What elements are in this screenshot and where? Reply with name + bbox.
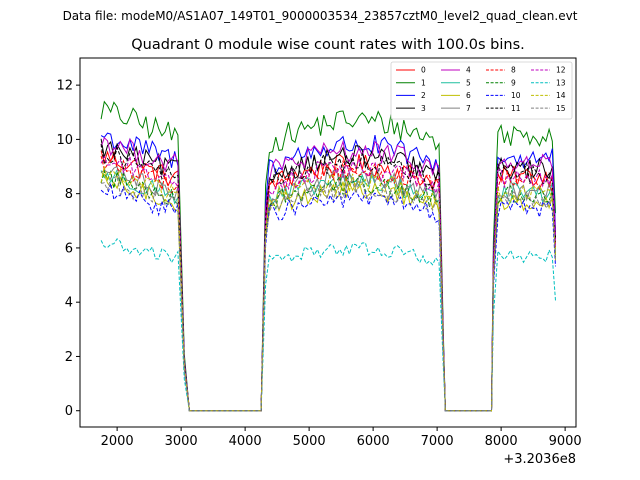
series-line-10 xyxy=(100,183,556,412)
legend-label-3: 3 xyxy=(421,104,426,113)
plot-area: 2000 3000 4000 5000 6000 7000 8000 900002468101… xyxy=(56,57,582,467)
legend-label-5: 5 xyxy=(466,78,471,87)
y-tick-label: 6 xyxy=(65,241,73,256)
series-line-4 xyxy=(100,136,556,412)
x-tick-label: 6000 xyxy=(357,434,390,449)
legend-label-4: 4 xyxy=(466,66,471,75)
y-tick-label: 2 xyxy=(65,350,73,365)
x-tick-label: 3000 xyxy=(165,434,198,449)
legend-label-6: 6 xyxy=(466,91,471,100)
x-tick-label: 7000 xyxy=(421,434,454,449)
legend-label-14: 14 xyxy=(556,91,566,100)
x-offset-label: +3.2036e8 xyxy=(503,452,576,467)
x-tick-label: 5000 xyxy=(293,434,326,449)
legend-label-0: 0 xyxy=(421,66,426,75)
series-line-1 xyxy=(100,100,556,412)
legend-label-1: 1 xyxy=(421,78,426,87)
legend-label-7: 7 xyxy=(466,104,471,113)
series-line-14 xyxy=(100,166,556,412)
y-tick-label: 0 xyxy=(65,404,73,419)
legend-label-10: 10 xyxy=(511,91,521,100)
legend-label-11: 11 xyxy=(511,104,521,113)
y-tick-label: 4 xyxy=(65,296,73,311)
series-line-3 xyxy=(100,138,556,412)
chart-suptitle: Data file: modeM0/AS1A07_149T01_90000035… xyxy=(63,9,578,23)
series-group xyxy=(100,100,556,412)
x-tick-label: 2000 xyxy=(101,434,134,449)
x-tick-label: 8000 xyxy=(485,434,518,449)
legend-label-15: 15 xyxy=(556,104,566,113)
legend-box xyxy=(390,61,573,120)
series-line-9 xyxy=(100,169,556,412)
y-tick-label: 12 xyxy=(56,79,73,94)
axes-frame xyxy=(79,57,577,428)
x-tick-label: 4000 xyxy=(229,434,262,449)
series-line-13 xyxy=(100,238,556,412)
series-line-6 xyxy=(100,171,556,412)
legend-label-9: 9 xyxy=(511,78,516,87)
legend-label-2: 2 xyxy=(421,91,426,100)
legend-label-8: 8 xyxy=(511,66,516,75)
chart-title: Quadrant 0 module wise count rates with … xyxy=(131,37,525,53)
series-line-15 xyxy=(101,175,556,412)
legend-label-13: 13 xyxy=(556,78,566,87)
series-line-5 xyxy=(100,169,556,412)
y-tick-label: 10 xyxy=(56,133,73,148)
legend-label-12: 12 xyxy=(556,66,566,75)
y-tick-label: 8 xyxy=(65,187,73,202)
x-tick-label: 9000 xyxy=(549,434,582,449)
